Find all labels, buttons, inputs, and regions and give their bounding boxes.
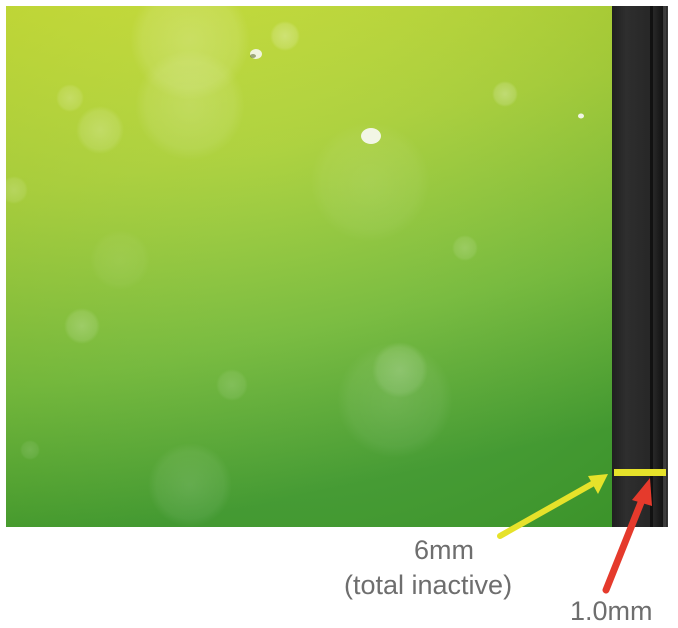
bokeh-circle xyxy=(76,106,124,154)
bokeh-circle xyxy=(337,342,453,458)
bokeh-circle xyxy=(90,230,150,290)
droplet xyxy=(361,128,381,144)
bokeh-circle xyxy=(492,81,518,107)
bokeh-circle xyxy=(452,235,478,261)
inactive-area-marker xyxy=(614,469,666,476)
bokeh-circle xyxy=(270,21,300,51)
inactive-note-label: (total inactive) xyxy=(344,570,513,600)
bokeh-circle xyxy=(0,176,28,204)
water-droplets xyxy=(250,49,584,144)
bokeh-circle xyxy=(310,122,430,242)
bezel-width-arrow xyxy=(602,478,652,594)
bokeh-circle xyxy=(64,308,100,344)
droplet xyxy=(250,54,256,58)
phone-bezel xyxy=(612,6,668,527)
bezel-highlight xyxy=(650,6,653,527)
bezel-edge xyxy=(663,6,666,527)
inactive-width-label: 6mm xyxy=(414,535,474,565)
droplet xyxy=(578,113,584,119)
bokeh-circle xyxy=(216,369,248,401)
bokeh-circle xyxy=(20,440,40,460)
inactive-width-arrow xyxy=(497,474,608,539)
bezel-width-label: 1.0mm xyxy=(570,596,653,626)
bokeh-circle xyxy=(135,50,245,160)
bokeh-lights xyxy=(0,0,518,527)
bokeh-circle xyxy=(56,84,84,112)
bokeh-circle xyxy=(148,443,232,527)
